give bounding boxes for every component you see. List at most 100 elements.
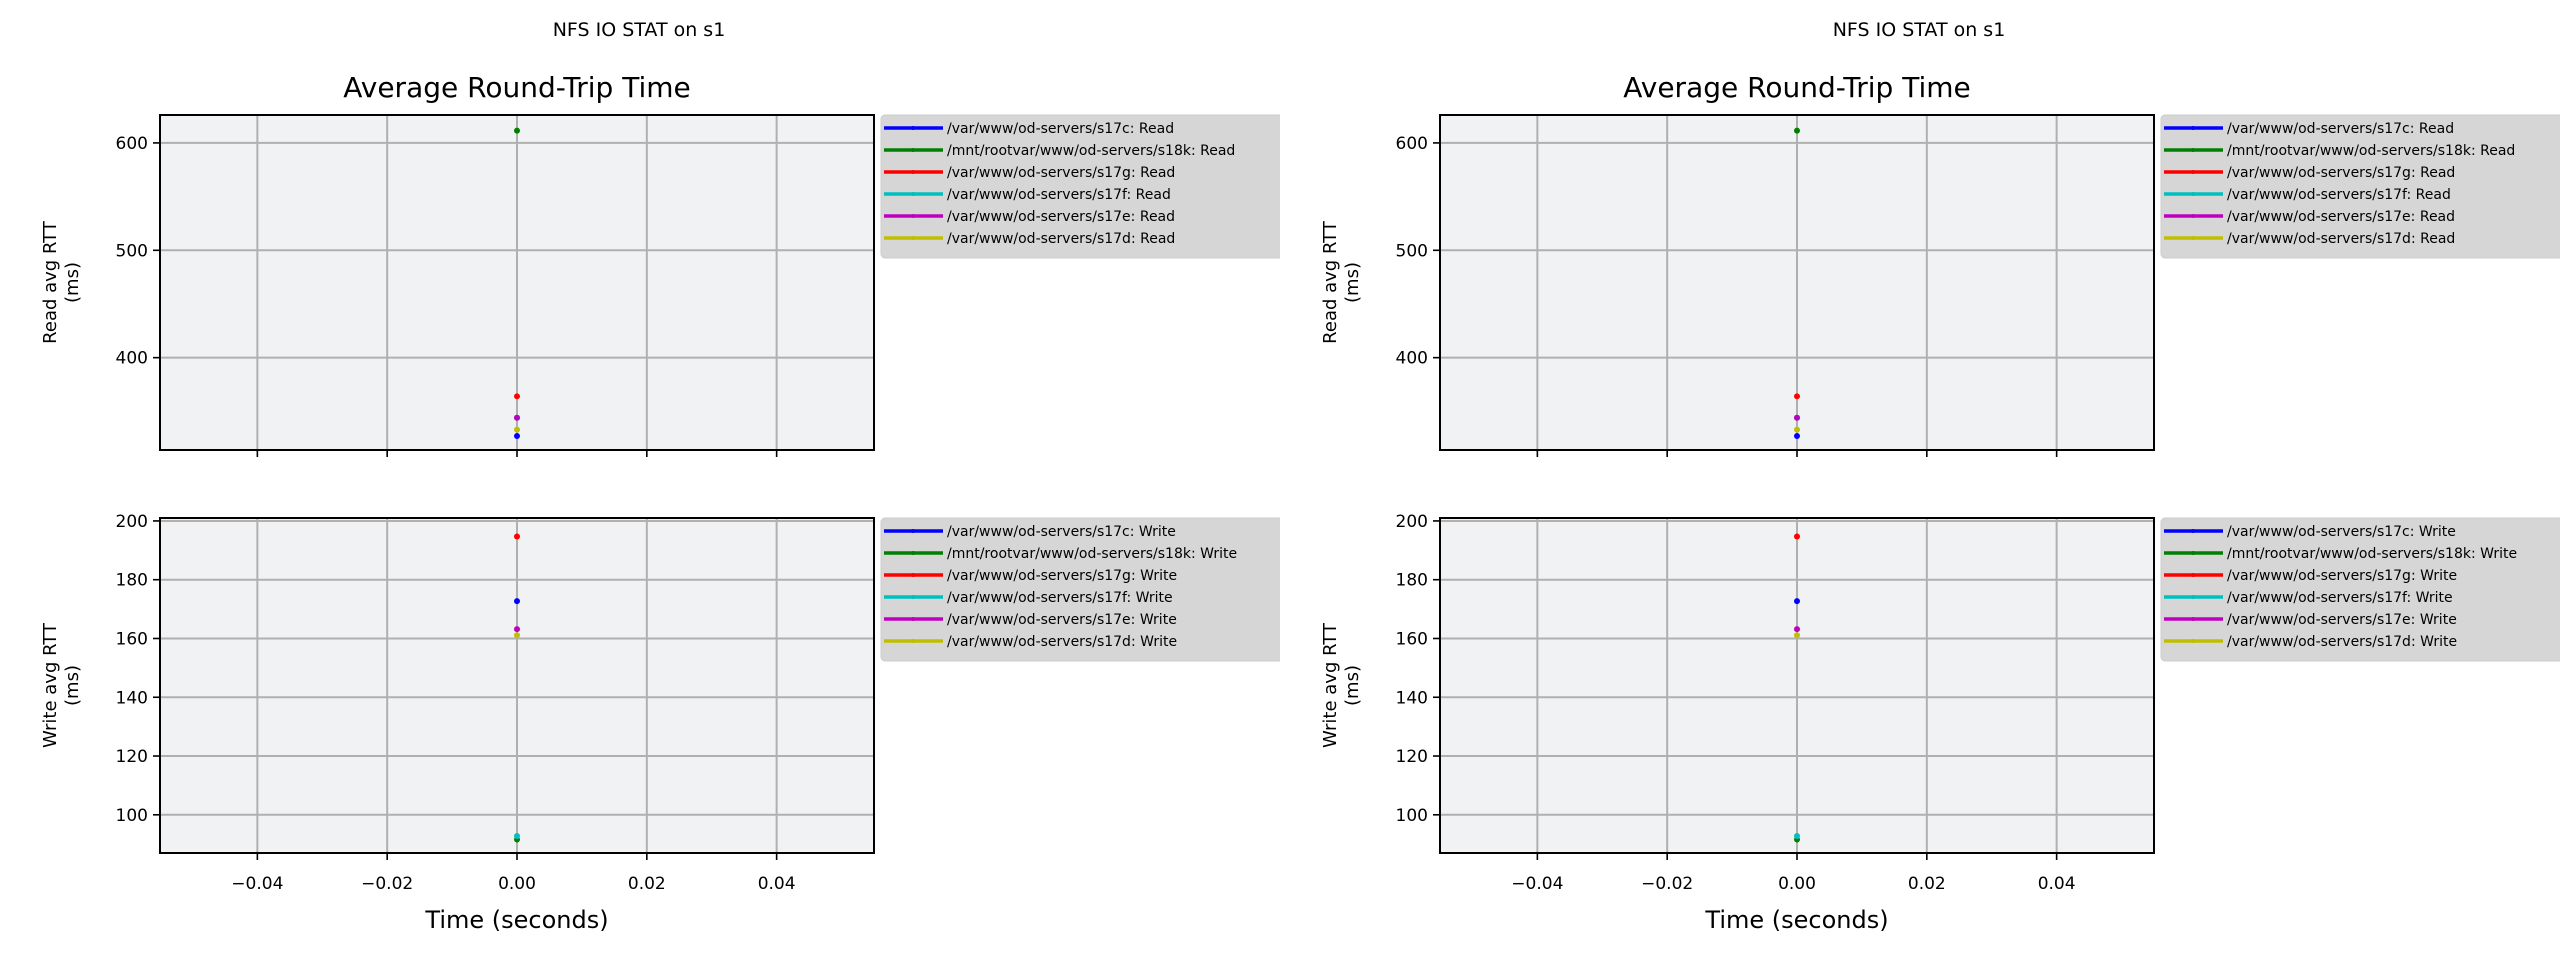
x-tick-label: −0.02 xyxy=(1641,874,1693,894)
legend-marker xyxy=(911,126,915,130)
data-point xyxy=(1794,393,1800,400)
legend-label: /var/www/od-servers/s17f: Read xyxy=(947,187,1171,203)
legend-label: /var/www/od-servers/s17g: Read xyxy=(2227,165,2455,181)
data-point xyxy=(1794,533,1800,540)
data-point xyxy=(514,626,520,633)
data-point xyxy=(514,127,520,134)
legend-label: /var/www/od-servers/s17e: Read xyxy=(2227,209,2455,225)
legend-marker xyxy=(911,595,915,599)
legend: /var/www/od-servers/s17c: Write/mnt/root… xyxy=(2160,517,2560,662)
y-axis-label-line: Write avg RTT xyxy=(1320,622,1341,748)
y-tick-label: 100 xyxy=(1396,806,1428,826)
data-point xyxy=(1794,832,1800,839)
legend-box xyxy=(2160,114,2560,259)
chart-title: Average Round-Trip Time xyxy=(1623,71,1970,104)
legend-label: /var/www/od-servers/s17d: Read xyxy=(947,231,1175,247)
legend-box xyxy=(880,114,1280,259)
legend-label: /var/www/od-servers/s17c: Read xyxy=(2227,121,2454,137)
y-tick-label: 140 xyxy=(116,688,148,708)
x-tick-label: 0.04 xyxy=(758,874,796,894)
figure-2: NFS IO STAT on s1 Average Round-Trip Time… xyxy=(1320,19,2560,934)
y-tick-label: 120 xyxy=(116,747,148,767)
subplot-write: −0.04 −0.02 0.00 0.02 0.04 100 120 140 160 180 200… xyxy=(1320,512,2560,894)
y-tick-label: 400 xyxy=(116,349,148,369)
data-point xyxy=(514,832,520,839)
y-tick-label: 180 xyxy=(116,571,148,591)
legend-label: /var/www/od-servers/s17d: Write xyxy=(2227,634,2457,650)
legend-marker xyxy=(2191,529,2195,533)
y-tick-label: 160 xyxy=(116,629,148,649)
y-tick-label: 160 xyxy=(1396,629,1428,649)
legend-marker xyxy=(2191,617,2195,621)
y-tick-label: 400 xyxy=(1396,349,1428,369)
data-point xyxy=(1794,632,1800,639)
figure-suptitle: NFS IO STAT on s1 xyxy=(1833,19,2006,41)
data-point xyxy=(1794,598,1800,605)
subplot-write: −0.04 −0.02 0.00 0.02 0.04 100 120 140 160 180 200… xyxy=(40,512,1280,894)
axes-frame xyxy=(159,114,875,451)
axes-frame xyxy=(159,517,875,854)
y-axis-label: Read avg RTT(ms) xyxy=(1320,220,1363,344)
legend-label: /mnt/rootvar/www/od-servers/s18k: Write xyxy=(2227,546,2517,562)
legend-marker xyxy=(2191,236,2195,240)
legend-marker xyxy=(2191,551,2195,555)
legend: /var/www/od-servers/s17c: Read/mnt/rootv… xyxy=(880,114,1280,259)
figure-suptitle: NFS IO STAT on s1 xyxy=(553,19,726,41)
legend-label: /var/www/od-servers/s17c: Read xyxy=(947,121,1174,137)
legend-label: /mnt/rootvar/www/od-servers/s18k: Write xyxy=(947,546,1237,562)
subplot-read: 400 500 600 Read avg RTT(ms) /var/www/od-ser… xyxy=(40,114,1280,457)
y-axis-label: Read avg RTT(ms) xyxy=(40,220,83,344)
y-tick-label: 600 xyxy=(116,134,148,154)
legend-label: /var/www/od-servers/s17c: Write xyxy=(2227,524,2456,540)
data-point xyxy=(514,533,520,540)
legend-label: /var/www/od-servers/s17f: Read xyxy=(2227,187,2451,203)
axes-frame xyxy=(1439,114,2155,451)
data-point xyxy=(514,414,520,421)
data-point xyxy=(1794,426,1800,433)
y-axis-label: Write avg RTT(ms) xyxy=(1320,622,1363,748)
legend-marker xyxy=(2191,192,2195,196)
legend-label: /var/www/od-servers/s17d: Write xyxy=(947,634,1177,650)
legend-label: /mnt/rootvar/www/od-servers/s18k: Read xyxy=(2227,143,2515,159)
x-axis-label: Time (seconds) xyxy=(424,906,608,934)
data-point xyxy=(1794,127,1800,134)
legend-marker xyxy=(2191,126,2195,130)
legend-label: /var/www/od-servers/s17g: Write xyxy=(2227,568,2457,584)
y-tick-label: 180 xyxy=(1396,571,1428,591)
y-axis-label-line: Read avg RTT xyxy=(1320,220,1341,344)
x-tick-label: 0.00 xyxy=(498,874,536,894)
legend-label: /var/www/od-servers/s17d: Read xyxy=(2227,231,2455,247)
x-axis-label: Time (seconds) xyxy=(1704,906,1888,934)
y-tick-label: 120 xyxy=(1396,747,1428,767)
data-point xyxy=(1794,414,1800,421)
legend-marker xyxy=(911,148,915,152)
x-tick-label: 0.04 xyxy=(2038,874,2076,894)
legend-marker xyxy=(911,573,915,577)
legend-marker xyxy=(911,214,915,218)
x-tick-label: 0.02 xyxy=(628,874,666,894)
x-tick-label: −0.04 xyxy=(1511,874,1563,894)
legend-label: /var/www/od-servers/s17f: Write xyxy=(2227,590,2453,606)
legend-label: /var/www/od-servers/s17e: Write xyxy=(2227,612,2457,628)
x-tick-label: −0.04 xyxy=(231,874,283,894)
legend-marker xyxy=(2191,214,2195,218)
y-tick-label: 200 xyxy=(1396,512,1428,532)
legend-label: /var/www/od-servers/s17f: Write xyxy=(947,590,1173,606)
axes-frame xyxy=(1439,517,2155,854)
legend-label: /var/www/od-servers/s17g: Write xyxy=(947,568,1177,584)
data-point xyxy=(1794,626,1800,633)
legend-label: /var/www/od-servers/s17e: Write xyxy=(947,612,1177,628)
legend-marker xyxy=(2191,148,2195,152)
chart-title: Average Round-Trip Time xyxy=(343,71,690,104)
data-point xyxy=(1794,433,1800,440)
legend-marker xyxy=(2191,595,2195,599)
legend-box xyxy=(2160,517,2560,662)
y-axis-label-line: (ms) xyxy=(1342,262,1363,303)
legend-marker xyxy=(2191,639,2195,643)
legend-marker xyxy=(911,617,915,621)
y-axis-label: Write avg RTT(ms) xyxy=(40,622,83,748)
legend-label: /var/www/od-servers/s17c: Write xyxy=(947,524,1176,540)
legend-marker xyxy=(911,529,915,533)
y-tick-label: 500 xyxy=(1396,241,1428,261)
